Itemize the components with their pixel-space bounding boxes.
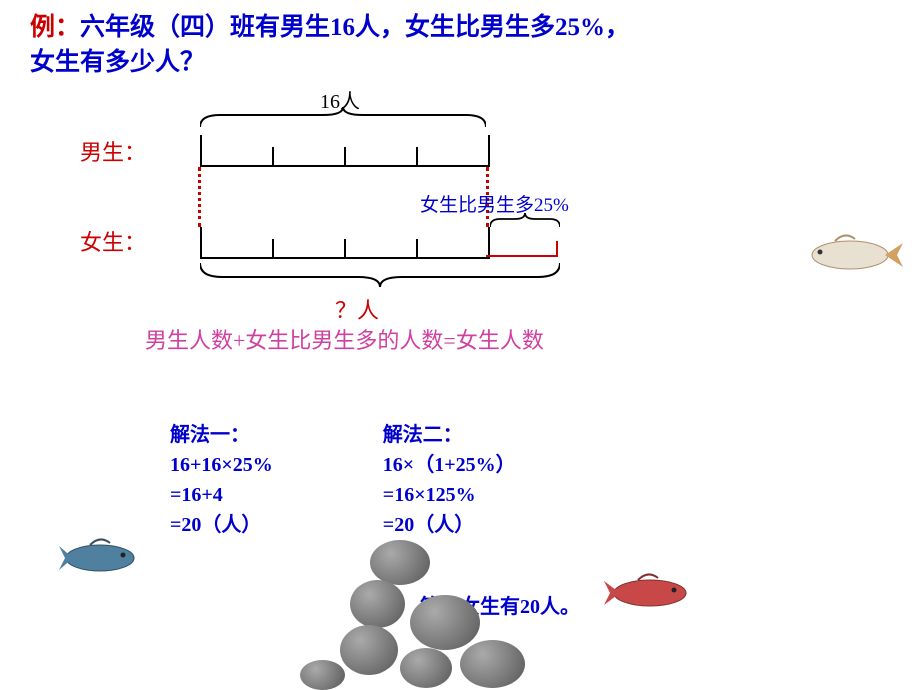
fish-icon [795,225,905,285]
problem-line2: 女生有多少人？ [30,49,205,76]
problem-statement: 例：六年级（四）班有男生16人，女生比男生多25%， 女生有多少人？ [30,10,890,80]
question-label: ？人 [335,293,379,325]
solution2-title: 解法二： [383,420,516,450]
male-bar [200,135,490,167]
solution2-line1: 16×（1+25%） [383,450,516,480]
stone-icon [460,640,525,688]
stone-icon [370,540,430,585]
solution2-line3: =20（人） [383,510,516,540]
solutions-area: 解法一： 16+16×25% =16+4 =20（人） 解法二： 16×（1+2… [170,420,516,540]
fish-icon [600,565,705,620]
solution1-title: 解法一： [170,420,273,450]
female-extra-segment [486,255,558,257]
stone-icon [340,625,398,675]
dotted-guide-left [198,167,201,227]
bottom-brace-icon [200,263,560,287]
solution-two: 解法二： 16×（1+25%） =16×125% =20（人） [383,420,516,540]
example-label: 例： [30,14,80,41]
fish-icon [55,530,155,585]
small-brace-icon [490,213,560,227]
stone-icon [350,580,405,628]
solution1-line1: 16+16×25% [170,450,273,480]
stone-icon [300,660,345,690]
solution-one: 解法一： 16+16×25% =16+4 =20（人） [170,420,273,540]
solution1-line2: =16+4 [170,480,273,510]
problem-line1: 六年级（四）班有男生16人，女生比男生多25%， [80,14,630,41]
solution1-line3: =20（人） [170,510,273,540]
formula-text: 男生人数+女生比男生多的人数=女生人数 [145,323,544,355]
male-label: 男生： [80,135,146,167]
top-brace-icon [200,107,486,127]
answer-text: 答：女生有20人。 [420,590,580,619]
female-bar [200,227,490,259]
solution2-line2: =16×125% [383,480,516,510]
female-label: 女生： [80,225,146,257]
stone-icon [400,648,452,688]
